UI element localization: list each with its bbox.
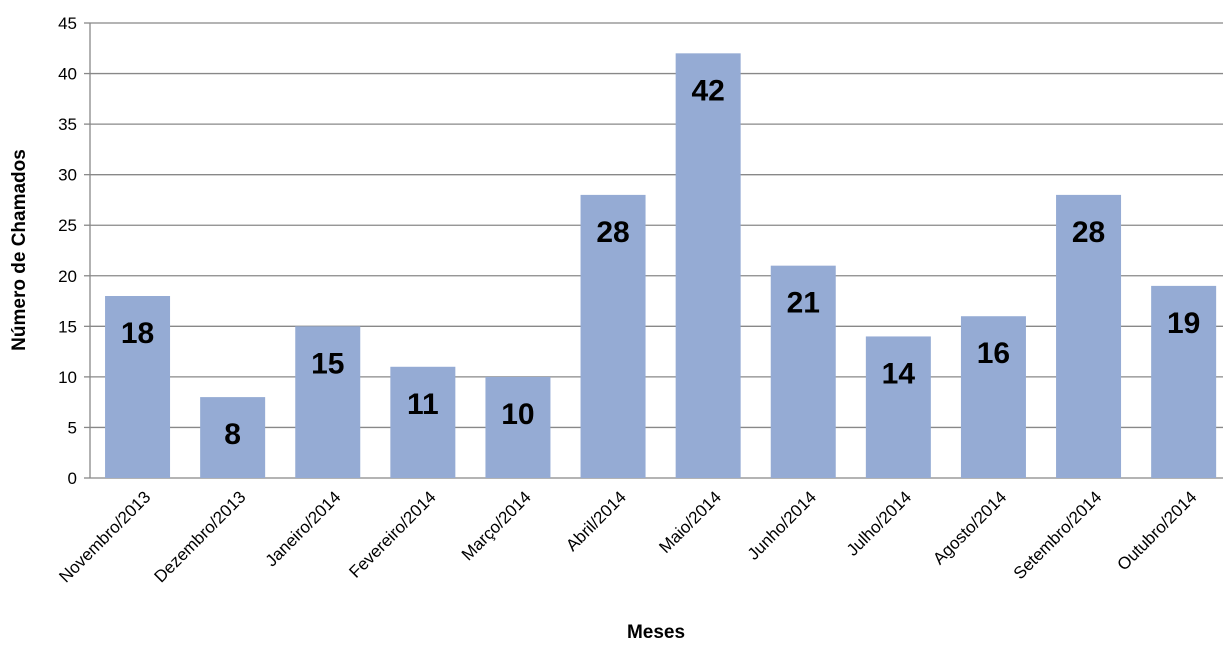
data-label: 10 xyxy=(501,398,534,431)
y-tick-label: 0 xyxy=(68,469,77,488)
y-tick-label: 20 xyxy=(58,267,77,286)
axes xyxy=(84,22,1223,479)
x-tick-label: Setembro/2014 xyxy=(1010,487,1106,583)
x-tick-label: Março/2014 xyxy=(458,487,535,564)
data-label: 11 xyxy=(407,388,439,421)
data-label: 18 xyxy=(121,317,154,350)
y-tick-label: 45 xyxy=(58,14,77,33)
x-tick-label: Janeiro/2014 xyxy=(262,487,345,570)
x-tick-label: Agosto/2014 xyxy=(929,487,1010,568)
y-tick-label: 35 xyxy=(58,115,77,134)
y-tick-label: 40 xyxy=(58,65,77,84)
x-tick-label: Maio/2014 xyxy=(655,487,725,557)
data-labels: 18 8 15 11 10 28 42 21 14 16 28 19 xyxy=(121,74,1200,451)
data-label: 8 xyxy=(224,418,241,451)
x-tick-label: Novembro/2013 xyxy=(55,487,154,586)
data-label: 15 xyxy=(311,347,344,380)
bar xyxy=(200,397,266,478)
data-label: 16 xyxy=(977,337,1010,370)
x-tick-label: Fevereiro/2014 xyxy=(345,487,439,581)
data-label: 21 xyxy=(787,287,820,320)
bars xyxy=(105,53,1217,478)
y-tick-label: 15 xyxy=(58,317,77,336)
bar xyxy=(675,53,741,478)
y-axis-title: Número de Chamados xyxy=(9,149,30,351)
y-tick-label: 25 xyxy=(58,216,77,235)
data-label: 14 xyxy=(882,357,916,390)
y-tick-label: 30 xyxy=(58,166,77,185)
data-label: 28 xyxy=(596,216,629,249)
gridlines xyxy=(90,22,1223,429)
bar xyxy=(960,316,1026,478)
bar xyxy=(485,376,551,478)
x-tick-label: Dezembro/2013 xyxy=(151,487,250,586)
x-tick-label: Outubro/2014 xyxy=(1114,487,1201,574)
bar xyxy=(1151,285,1217,478)
data-label: 28 xyxy=(1072,216,1105,249)
bar xyxy=(105,296,171,478)
bar xyxy=(1056,194,1122,478)
bar xyxy=(295,326,361,478)
bar xyxy=(770,265,836,478)
x-tick-label: Junho/2014 xyxy=(744,487,820,563)
y-tick-label: 10 xyxy=(58,368,77,387)
bar xyxy=(580,194,646,478)
data-label: 19 xyxy=(1167,307,1200,340)
y-tick-label: 5 xyxy=(68,418,77,437)
x-axis-title: Meses xyxy=(627,622,685,643)
y-tick-labels: 0 5 10 15 20 25 30 35 40 45 xyxy=(58,14,77,488)
x-tick-label: Julho/2014 xyxy=(843,487,915,559)
x-tick-label: Abril/2014 xyxy=(562,487,630,555)
bar xyxy=(865,336,931,478)
bar xyxy=(390,366,456,478)
data-label: 42 xyxy=(691,74,724,107)
